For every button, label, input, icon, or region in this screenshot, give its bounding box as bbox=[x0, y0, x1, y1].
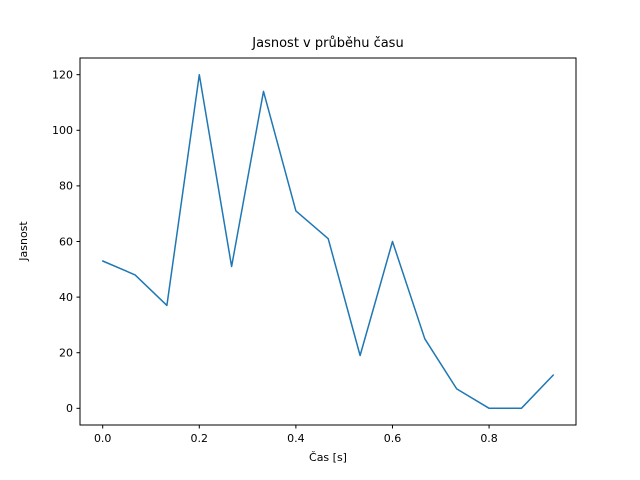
y-tick-label: 40 bbox=[59, 291, 73, 304]
y-tick-label: 0 bbox=[66, 402, 73, 415]
y-tick-label: 60 bbox=[59, 235, 73, 248]
y-tick-label: 120 bbox=[52, 68, 73, 81]
x-axis-label: Čas [s] bbox=[309, 451, 347, 464]
x-tick-label: 0.2 bbox=[191, 432, 209, 445]
axis-ticks: 0.0 0.2 0.4 0.6 0.8 0 20 40 60 80 100 120 bbox=[52, 68, 498, 445]
chart-title: Jasnost v průběhu času bbox=[251, 36, 403, 51]
plot-frame bbox=[79, 57, 577, 426]
series-line bbox=[101, 73, 555, 410]
x-tick-label: 0.4 bbox=[287, 432, 305, 445]
y-axis-label: Jasnost bbox=[17, 221, 30, 262]
x-tick-label: 0.8 bbox=[480, 432, 498, 445]
x-tick-label: 0.6 bbox=[384, 432, 402, 445]
y-tick-label: 100 bbox=[52, 124, 73, 137]
y-tick-label: 20 bbox=[59, 347, 73, 360]
x-tick-label: 0.0 bbox=[94, 432, 112, 445]
y-tick-label: 80 bbox=[59, 180, 73, 193]
